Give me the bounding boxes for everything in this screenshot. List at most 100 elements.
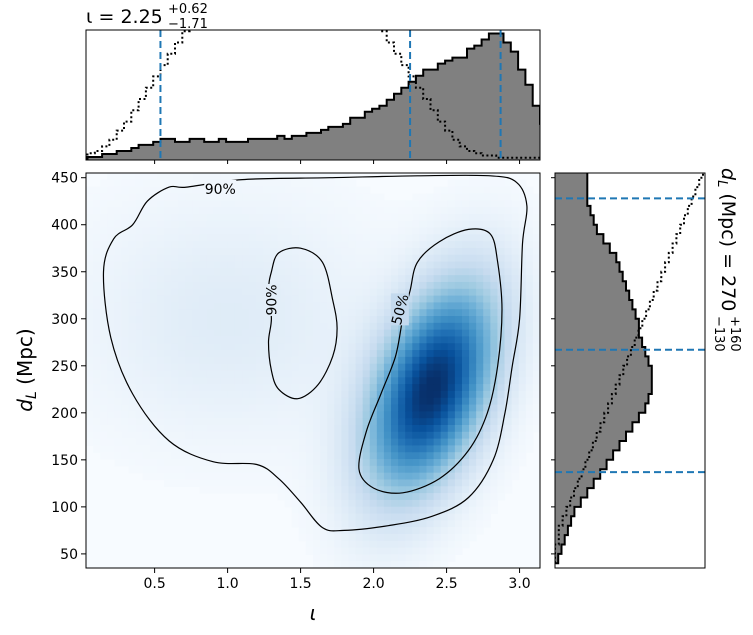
heatmap-cell: [156, 207, 165, 215]
heatmap-cell: [454, 520, 463, 528]
heatmap-cell: [461, 520, 470, 528]
heatmap-cell: [128, 384, 137, 392]
heatmap-cell: [298, 472, 307, 481]
heatmap-cell: [383, 479, 392, 487]
heatmap-cell: [376, 363, 385, 372]
heatmap-cell: [334, 479, 342, 487]
heatmap-cell: [376, 499, 385, 508]
heatmap-cell: [313, 452, 321, 460]
heatmap-cell: [213, 465, 222, 474]
contour-label-2: 50%: [389, 293, 413, 327]
heatmap-cell: [171, 234, 179, 242]
heatmap-cell: [305, 493, 314, 501]
heatmap-cell: [369, 506, 378, 515]
heatmap-cell: [128, 322, 137, 331]
heatmap-cell: [483, 499, 491, 508]
heatmap-cell: [114, 404, 123, 412]
heatmap-cell: [341, 343, 350, 351]
heatmap-cell: [334, 540, 342, 549]
heatmap-cell: [383, 343, 392, 351]
heatmap-cell: [440, 227, 449, 235]
heatmap-cell: [405, 533, 413, 542]
heatmap-cell: [461, 479, 470, 487]
heatmap-cell: [532, 288, 540, 297]
heatmap-cell: [185, 247, 193, 256]
heatmap-cell: [504, 411, 513, 419]
heatmap-cell: [171, 350, 179, 358]
heatmap-cell: [121, 411, 130, 419]
heatmap-cell: [242, 261, 250, 269]
heatmap-cell: [178, 241, 186, 249]
heatmap-cell: [461, 390, 470, 399]
heatmap-cell: [114, 390, 123, 399]
heatmap-cell: [376, 445, 385, 453]
heatmap-cell: [142, 193, 151, 201]
heatmap-cell: [142, 459, 151, 467]
heatmap-cell: [178, 213, 186, 222]
heatmap-cell: [284, 186, 293, 195]
heatmap-cell: [504, 234, 513, 242]
heatmap-cell: [504, 384, 513, 392]
heatmap-cell: [412, 540, 420, 549]
heatmap-cell: [327, 336, 335, 344]
heatmap-cell: [313, 220, 321, 229]
heatmap-cell: [355, 288, 364, 297]
heatmap-cell: [185, 316, 193, 324]
heatmap-cell: [369, 411, 378, 419]
heatmap-cell: [242, 350, 250, 358]
heatmap-cell: [398, 465, 406, 474]
heatmap-cell: [497, 336, 506, 344]
heatmap-cell: [405, 506, 413, 515]
heatmap-cell: [355, 254, 364, 263]
heatmap-cell: [199, 343, 208, 351]
heatmap-cell: [426, 499, 435, 508]
heatmap-cell: [454, 309, 463, 317]
heatmap-cell: [192, 295, 201, 303]
heatmap-cell: [398, 390, 406, 399]
heatmap-cell: [454, 411, 463, 419]
heatmap-cell: [419, 506, 428, 515]
heatmap-cell: [185, 261, 193, 269]
heatmap-cell: [383, 384, 392, 392]
heatmap-cell: [398, 486, 406, 494]
heatmap-cell: [291, 499, 300, 508]
heatmap-cell: [469, 363, 477, 372]
heatmap-cell: [504, 404, 513, 412]
heatmap-cell: [277, 268, 286, 276]
heatmap-cell: [369, 316, 378, 324]
heatmap-cell: [213, 234, 222, 242]
heatmap-cell: [426, 540, 435, 549]
heatmap-cell: [440, 343, 449, 351]
heatmap-cell: [483, 493, 491, 501]
heatmap-cell: [220, 343, 229, 351]
heatmap-cell: [398, 424, 406, 433]
heatmap-cell: [93, 384, 101, 392]
heatmap-cell: [206, 329, 215, 338]
heatmap-cell: [433, 390, 442, 399]
heatmap-cell: [263, 486, 272, 494]
heatmap-cell: [341, 186, 350, 195]
heatmap-cell: [341, 179, 350, 188]
heatmap-cell: [341, 520, 350, 528]
heatmap-cell: [383, 234, 392, 242]
heatmap-cell: [242, 343, 250, 351]
heatmap-cell: [362, 302, 371, 310]
heatmap-cell: [298, 193, 307, 201]
heatmap-cell: [376, 527, 385, 535]
heatmap-cell: [234, 268, 243, 276]
heatmap-cell: [298, 295, 307, 303]
heatmap-cell: [298, 356, 307, 365]
heatmap-cell: [320, 424, 328, 433]
heatmap-cell: [164, 329, 172, 338]
heatmap-cell: [447, 363, 456, 372]
heatmap-cell: [454, 493, 463, 501]
heatmap-cell: [298, 254, 307, 263]
heatmap-cell: [270, 336, 279, 344]
heatmap-cell: [383, 261, 392, 269]
heatmap-cell: [171, 227, 179, 235]
heatmap-cell: [234, 411, 243, 419]
heatmap-cell: [341, 288, 350, 297]
heatmap-cell: [433, 186, 442, 195]
heatmap-cell: [277, 404, 286, 412]
heatmap-cell: [419, 520, 428, 528]
